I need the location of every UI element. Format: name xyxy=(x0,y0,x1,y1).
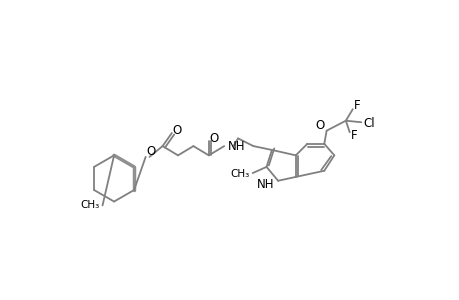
Text: O: O xyxy=(315,119,325,132)
Text: F: F xyxy=(353,99,359,112)
Text: O: O xyxy=(209,132,218,145)
Text: NH: NH xyxy=(228,140,245,153)
Text: CH₃: CH₃ xyxy=(80,200,99,210)
Text: O: O xyxy=(172,124,181,137)
Text: NH: NH xyxy=(256,178,274,191)
Text: O: O xyxy=(146,145,155,158)
Text: F: F xyxy=(350,129,356,142)
Text: Cl: Cl xyxy=(363,117,375,130)
Text: CH₃: CH₃ xyxy=(230,169,249,179)
